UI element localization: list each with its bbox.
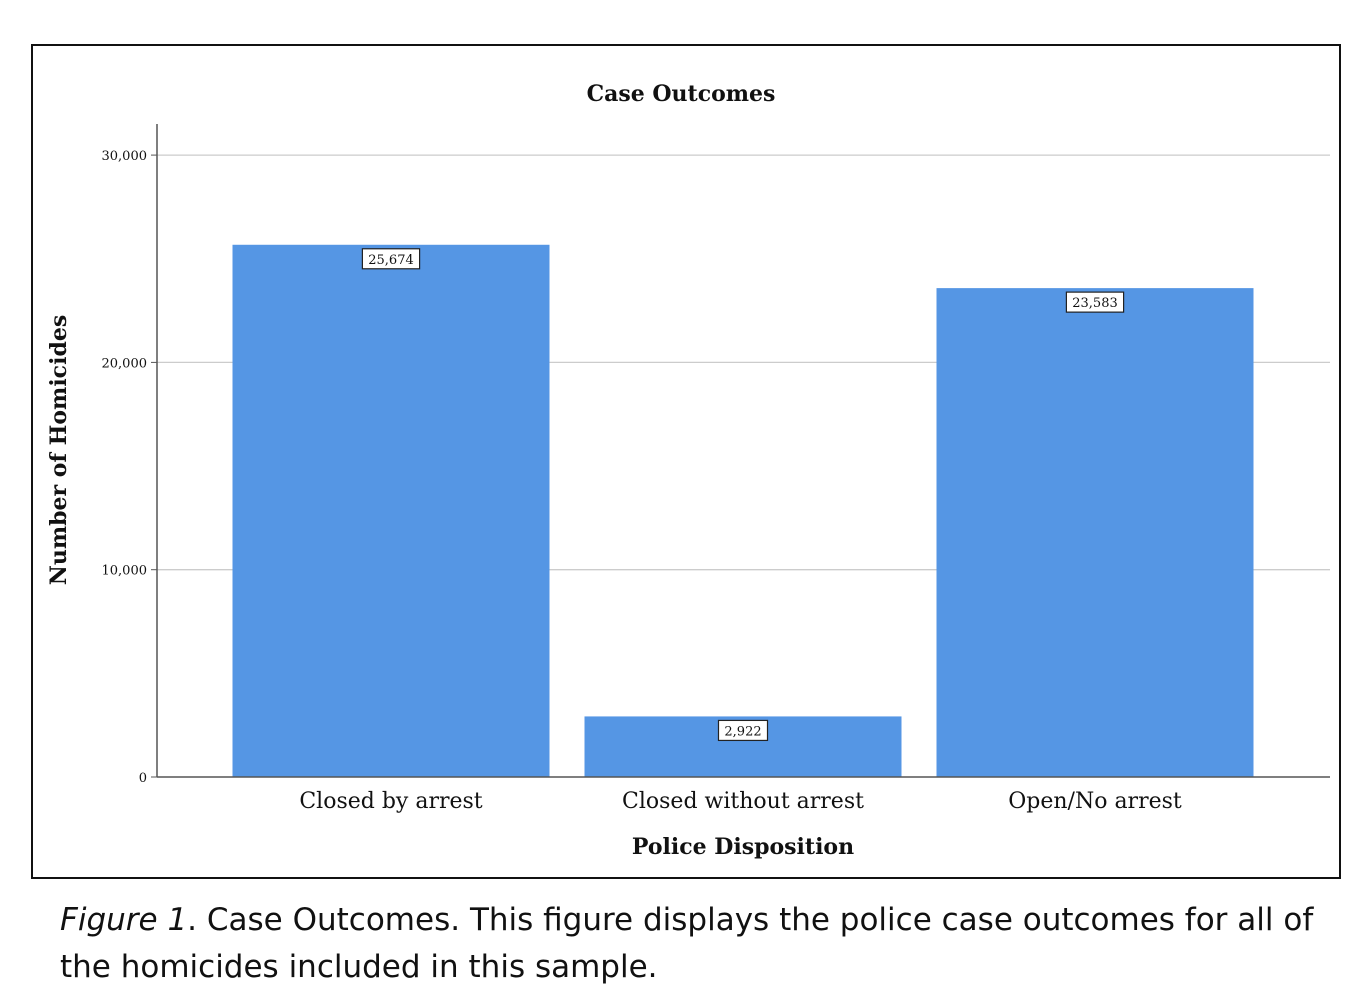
chart-title: Case Outcomes — [587, 81, 776, 107]
x-tick-label: Closed by arrest — [299, 789, 482, 814]
y-tick-label: 10,000 — [102, 564, 148, 579]
y-axis-title: Number of Homicides — [46, 315, 72, 585]
x-axis-title: Police Disposition — [632, 834, 854, 860]
bar-chart: 0 10,000 20,000 30,000 25,674 Closed by arres… — [46, 81, 1330, 860]
data-label: 25,674 — [368, 253, 414, 268]
x-tick-label: Open/No arrest — [1008, 789, 1182, 814]
bar — [936, 288, 1254, 777]
x-tick-label: Closed without arrest — [622, 789, 864, 814]
data-label: 2,922 — [724, 724, 761, 739]
caption-label: Figure 1 — [60, 902, 188, 938]
y-tick-label: 20,000 — [102, 356, 148, 371]
bar — [232, 244, 550, 777]
y-tick-label: 30,000 — [102, 149, 148, 164]
data-label-box — [361, 248, 421, 270]
figure-caption: Figure 1. Case Outcomes. This figure dis… — [60, 897, 1320, 991]
data-label-box — [717, 719, 769, 742]
data-label: 23,583 — [1072, 296, 1118, 311]
caption-text: . Case Outcomes. This figure displays th… — [60, 902, 1314, 985]
y-tick-label: 0 — [139, 771, 147, 786]
data-label-box — [1065, 291, 1125, 313]
